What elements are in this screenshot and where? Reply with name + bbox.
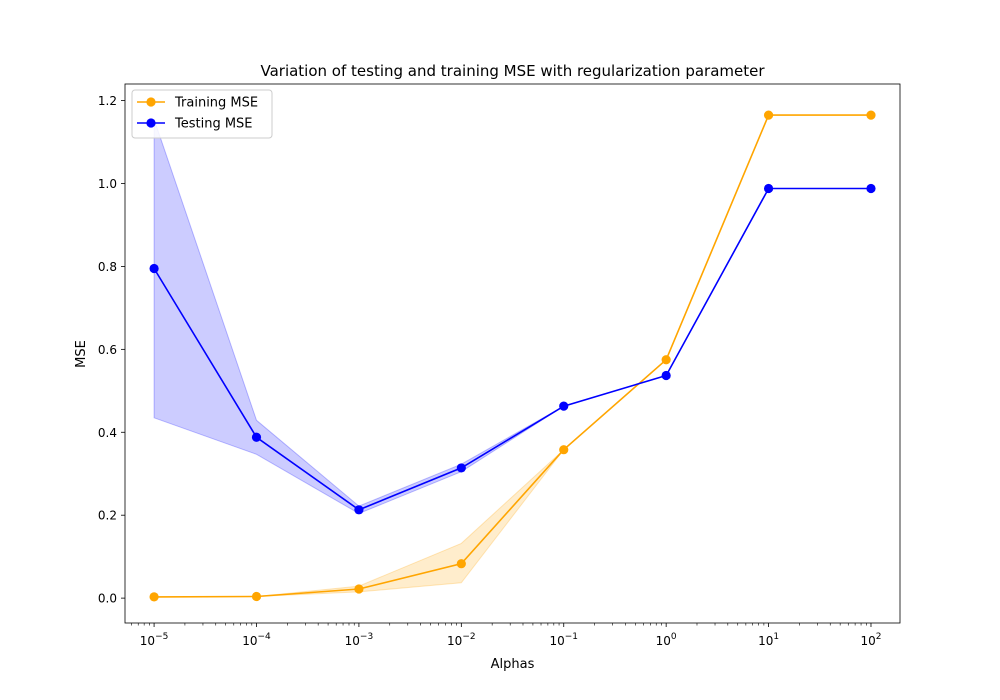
- x-tick-label: 101: [758, 632, 779, 648]
- legend-swatch-marker: [146, 118, 156, 128]
- y-axis-title: MSE: [74, 340, 89, 368]
- y-tick-label: 0.4: [98, 426, 117, 440]
- x-tick-label: 102: [860, 632, 881, 648]
- y-tick-label: 1.0: [98, 177, 117, 191]
- chart-title: Variation of testing and training MSE wi…: [260, 62, 765, 80]
- y-tick-label: 0.8: [98, 260, 117, 274]
- data-point: [251, 432, 262, 442]
- data-point: [149, 263, 159, 274]
- series-line-0: [154, 114, 871, 598]
- band-0: [154, 114, 871, 598]
- legend: Training MSE Testing MSE: [131, 89, 273, 139]
- data-point: [661, 355, 671, 365]
- data-point: [559, 445, 569, 455]
- data-point: [763, 183, 774, 194]
- data-point: [354, 584, 364, 594]
- x-tick-label: 10−5: [140, 632, 169, 648]
- series-line-1: [153, 187, 871, 511]
- legend-label: Testing MSE: [174, 117, 253, 132]
- x-tick-label: 100: [656, 632, 677, 648]
- data-point: [661, 370, 671, 381]
- data-point: [354, 505, 364, 515]
- x-tick-label: 10−1: [549, 632, 578, 648]
- x-axis-title: Alphas: [491, 657, 535, 672]
- plot-frame: [124, 83, 901, 624]
- band-1: [153, 119, 871, 515]
- data-point: [251, 591, 262, 602]
- legend-label: Training MSE: [174, 96, 258, 111]
- data-point: [456, 559, 466, 569]
- data-point: [866, 183, 876, 194]
- data-point: [149, 592, 159, 602]
- data-point: [456, 463, 466, 473]
- y-tick-label: 0.0: [98, 592, 117, 606]
- x-tick-label: 10−2: [447, 632, 476, 648]
- x-tick-label: 10−4: [242, 632, 271, 648]
- plot-area: [149, 110, 876, 602]
- x-tick-label: 10−3: [345, 632, 374, 648]
- legend-swatch-marker: [146, 97, 156, 107]
- y-tick-label: 1.2: [98, 94, 117, 108]
- data-point: [763, 110, 774, 120]
- axes: 0.0 0.2 0.4 0.6 0.8 1.0 1.2 10−5 10−4 10−3 10−2 10−…: [98, 94, 882, 648]
- data-point: [559, 401, 569, 411]
- y-tick-label: 0.6: [98, 343, 117, 357]
- legend-box: [131, 89, 273, 139]
- data-point: [866, 110, 876, 120]
- y-tick-label: 0.2: [98, 509, 117, 523]
